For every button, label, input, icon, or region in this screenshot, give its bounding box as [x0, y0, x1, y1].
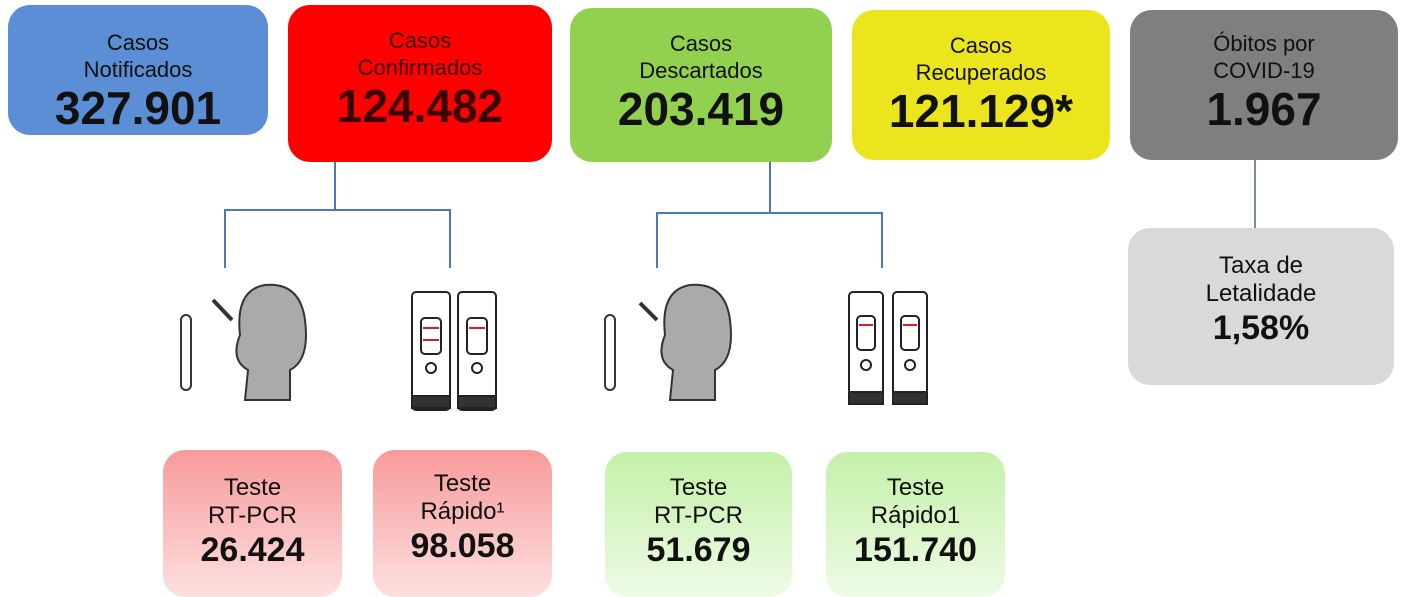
card-label: Casos [106, 30, 170, 55]
card-label: RT-PCR [654, 502, 743, 529]
card-value: 151.740 [854, 531, 977, 569]
card-label: Confirmados [357, 55, 483, 80]
stat-card: Casos Descartados 203.419 [570, 8, 832, 162]
swab-icon [180, 283, 732, 401]
card-label: RT-PCR [208, 502, 297, 529]
card-value: 121.129* [888, 85, 1074, 137]
card-value: 203.419 [617, 83, 785, 135]
stat-card: Casos Recuperados 121.129* [852, 10, 1110, 160]
card-value: 51.679 [646, 531, 751, 569]
card-label: Rápido1 [870, 502, 961, 529]
card-label: Recuperados [915, 60, 1047, 85]
stat-card: Taxa de Letalidade 1,58% [1128, 228, 1394, 385]
card-value: 1.967 [1206, 83, 1322, 135]
card-label: Teste [669, 474, 728, 501]
card-label: Taxa de [1218, 252, 1304, 279]
card-label: Casos [949, 33, 1013, 58]
card-label: Notificados [83, 57, 193, 82]
stat-card: Óbitos por COVID-19 1.967 [1130, 10, 1398, 160]
stat-card: Teste RT-PCR 51.679 [605, 452, 792, 597]
card-value: 1,58% [1212, 309, 1310, 347]
card-label: Casos [669, 31, 733, 56]
stat-card: Teste Rápido¹ 98.058 [373, 450, 552, 597]
stat-card: Teste RT-PCR 26.424 [163, 450, 342, 597]
card-label: Letalidade [1205, 280, 1317, 307]
card-label: Descartados [639, 58, 763, 83]
card-label: Casos [388, 28, 452, 53]
card-value: 98.058 [410, 527, 515, 565]
card-label: COVID-19 [1213, 58, 1315, 83]
stat-card: Teste Rápido1 151.740 [826, 452, 1005, 597]
stat-card: Casos Notificados 327.901 [8, 5, 268, 135]
card-label: Rápido¹ [420, 498, 505, 525]
card-label: Teste [886, 474, 945, 501]
card-value: 124.482 [336, 80, 504, 132]
card-value: 26.424 [200, 531, 305, 569]
stat-card: Casos Confirmados 124.482 [288, 5, 552, 162]
card-label: Teste [433, 470, 492, 497]
card-value: 327.901 [54, 82, 222, 134]
card-label: Teste [223, 474, 282, 501]
card-label: Óbitos por [1213, 31, 1315, 56]
